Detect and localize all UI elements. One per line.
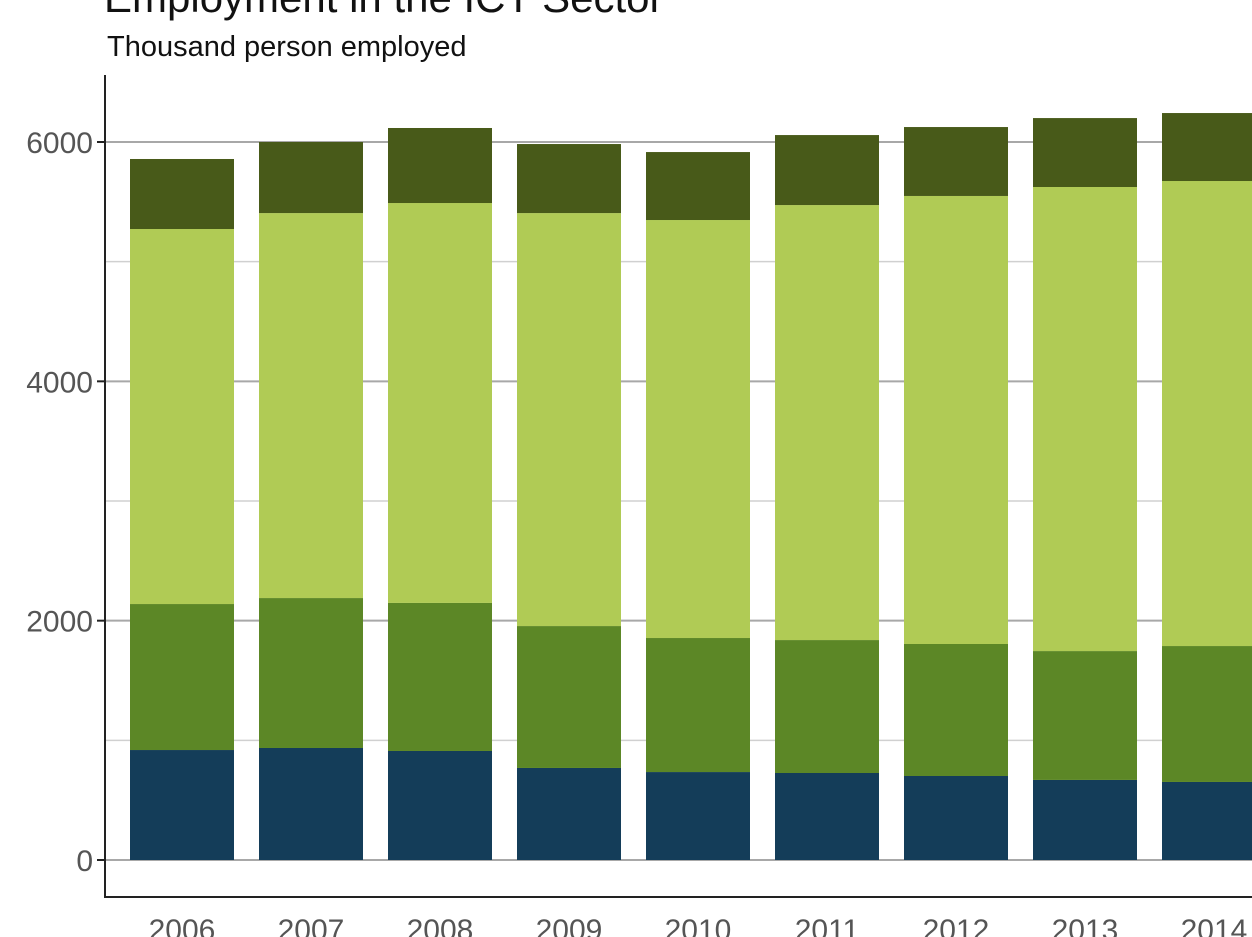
- bar-segment: [904, 775, 1008, 860]
- x-tick-label: 2009: [536, 914, 603, 937]
- x-tick-label: 2011: [795, 914, 860, 937]
- bar-segment: [646, 772, 750, 860]
- bar-segment: [904, 195, 1008, 645]
- bar-segment: [904, 127, 1008, 196]
- y-tick-label: 0: [76, 845, 93, 878]
- bar-segment: [646, 638, 750, 773]
- bar-segment: [775, 640, 879, 774]
- bar-segment: [517, 767, 621, 860]
- bar-segment: [1033, 651, 1137, 780]
- x-tick-label: 2013: [1052, 914, 1119, 937]
- bar-segment: [1162, 646, 1252, 782]
- x-tick-label: 2012: [923, 914, 990, 937]
- bar-segment: [517, 144, 621, 214]
- bar-segment: [1033, 118, 1137, 187]
- bar-segment: [1033, 779, 1137, 860]
- bar-segment: [388, 127, 492, 204]
- chart-subtitle: Thousand person employed: [107, 31, 467, 63]
- bar-segment: [775, 205, 879, 641]
- x-tick-label: 2006: [149, 914, 216, 937]
- bar-segment: [775, 135, 879, 206]
- x-tick-label: 2014: [1181, 914, 1248, 937]
- bar-segment: [646, 152, 750, 221]
- x-tick-label: 2007: [278, 914, 345, 937]
- y-tick-label: 2000: [26, 606, 93, 639]
- bar-segment: [517, 213, 621, 627]
- bar-segment: [130, 158, 234, 229]
- bar-segment: [517, 626, 621, 768]
- bar-segment: [1162, 181, 1252, 647]
- bar-segment: [259, 598, 363, 748]
- bar-segment: [904, 644, 1008, 776]
- bar-segment: [388, 203, 492, 603]
- bar-segment: [1162, 113, 1252, 182]
- bar-segment: [388, 602, 492, 751]
- bar-segment: [259, 747, 363, 860]
- bar-segment: [130, 750, 234, 860]
- y-tick-label: 4000: [26, 366, 93, 399]
- y-tick-label: 6000: [26, 127, 93, 160]
- x-tick-label: 2010: [665, 914, 732, 937]
- chart-title: Employment in the ICT Sector: [104, 0, 663, 21]
- x-tick-label: 2008: [407, 914, 474, 937]
- bar-segment: [775, 773, 879, 860]
- bar-segment: [130, 604, 234, 751]
- bar-segment: [1033, 186, 1137, 652]
- bar-segment: [388, 750, 492, 860]
- bar-segment: [1162, 781, 1252, 860]
- bar-segment: [646, 220, 750, 639]
- bar-segment: [259, 142, 363, 214]
- bar-segment: [130, 228, 234, 605]
- bar-segment: [259, 213, 363, 599]
